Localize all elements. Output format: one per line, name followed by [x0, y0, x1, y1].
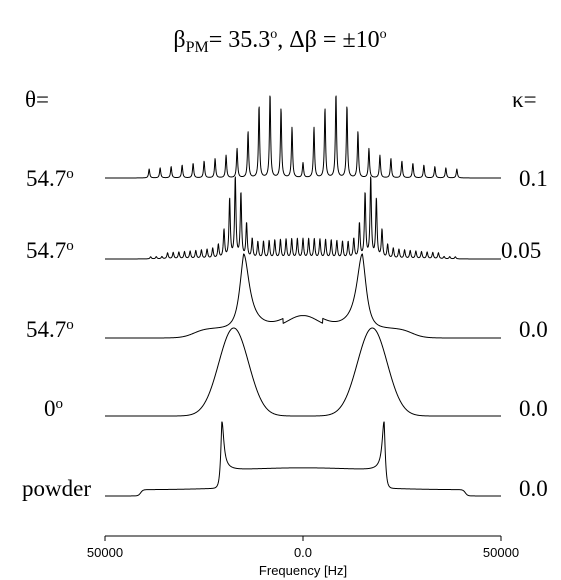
x-axis: 50000 0.0 50000 Frequency [Hz] — [87, 535, 519, 578]
spectrum-line-1 — [104, 95, 502, 179]
row-labels: 54.7o 0.1 54.7o 0.05 54.7o 0.0 0o 0.0 powder 0.0 — [22, 166, 548, 501]
spectrum-line-3 — [104, 253, 502, 339]
chart-title: βPM= 35.3o, Δβ = ±10o — [173, 27, 386, 56]
spectrum-line-5 — [104, 421, 502, 497]
theta-header: θ= — [25, 87, 49, 112]
kappa-label-3: 0.0 — [519, 317, 548, 342]
kappa-label-5: 0.0 — [519, 476, 548, 501]
x-tick-label-center: 0.0 — [294, 545, 312, 560]
x-axis-label: Frequency [Hz] — [259, 563, 347, 578]
kappa-label-2: 0.05 — [501, 238, 541, 263]
theta-label-3: 54.7o — [26, 317, 74, 342]
kappa-label-4: 0.0 — [519, 396, 548, 421]
kappa-header: κ= — [512, 87, 537, 112]
theta-label-1: 54.7o — [26, 166, 74, 191]
x-tick-label-right: 50000 — [483, 545, 519, 560]
spectrum-line-2 — [104, 176, 502, 260]
spectrum-line-4 — [104, 327, 502, 417]
theta-label-2: 54.7o — [26, 238, 74, 263]
kappa-label-1: 0.1 — [519, 166, 548, 191]
theta-label-5: powder — [22, 476, 91, 501]
theta-label-4: 0o — [44, 396, 63, 421]
x-tick-label-left: 50000 — [87, 545, 123, 560]
spectrum-traces — [104, 95, 502, 497]
